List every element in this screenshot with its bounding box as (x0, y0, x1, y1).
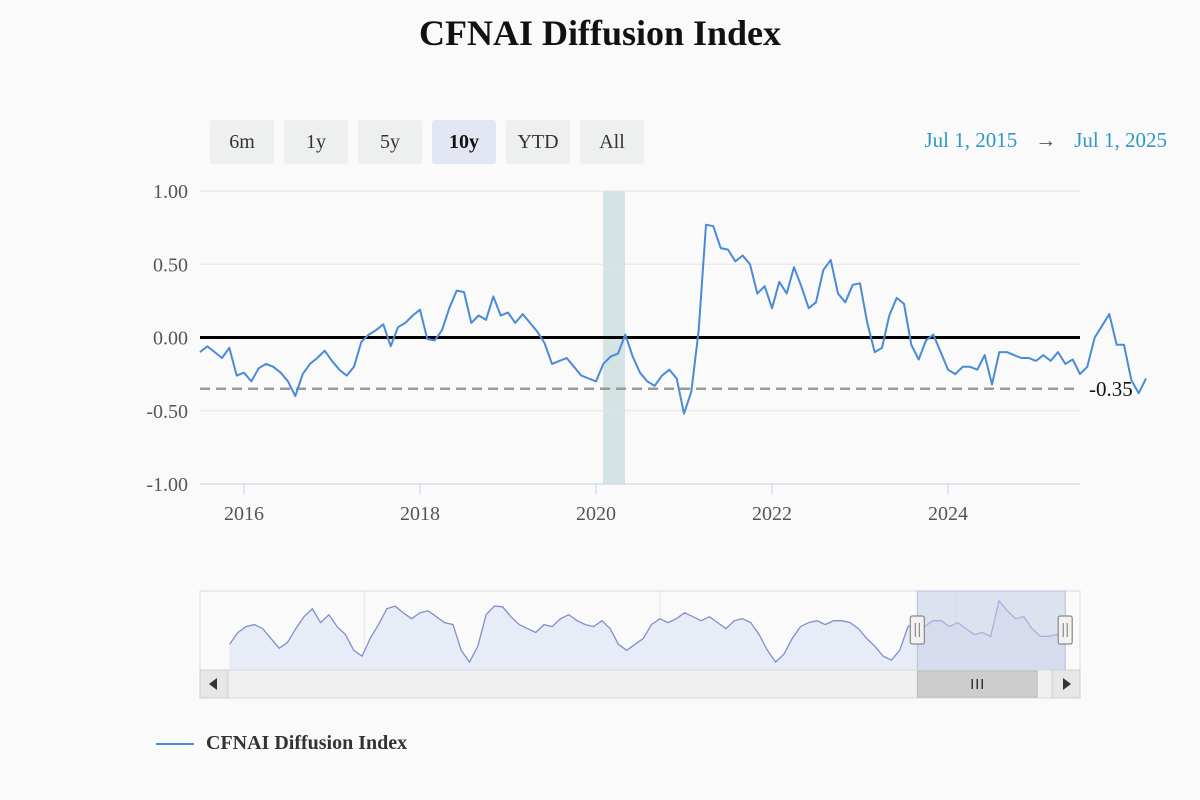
legend-line-swatch (156, 742, 194, 745)
x-tick-label: 2018 (400, 503, 440, 525)
chart-title: CFNAI Diffusion Index (418, 13, 782, 53)
legend-label: CFNAI Diffusion Index (206, 732, 408, 754)
navigator-handle-left[interactable] (909, 615, 925, 645)
date-to-input[interactable]: Jul 1, 2025 (1074, 128, 1167, 152)
date-range: Jul 1, 2015 → Jul 1, 2025 (924, 128, 1167, 153)
range-button-all[interactable]: All (580, 120, 644, 164)
legend-item[interactable]: CFNAI Diffusion Index (156, 732, 407, 755)
x-tick-label: 2024 (928, 503, 968, 525)
left-arrow-icon (209, 678, 217, 690)
navigator-selection[interactable] (916, 590, 1066, 671)
navigator-area (229, 600, 1066, 670)
x-tick-label: 2022 (752, 503, 792, 525)
range-selector: 6m 1y 5y 10y YTD All (210, 120, 654, 164)
date-from-input[interactable]: Jul 1, 2015 (924, 128, 1018, 152)
y-tick-label: -0.50 (146, 401, 188, 423)
range-button-10y[interactable]: 10y (432, 120, 496, 164)
date-arrow: → (1035, 128, 1057, 152)
x-tick-label: 2020 (576, 503, 616, 525)
range-button-5y[interactable]: 5y (358, 120, 422, 164)
navigator-handle-right[interactable] (1057, 615, 1073, 645)
x-tick-label: 2016 (224, 503, 264, 525)
series-line[interactable] (199, 223, 1147, 415)
range-button-ytd[interactable]: YTD (506, 120, 570, 164)
y-tick-label: 1.00 (153, 181, 188, 203)
range-button-6m[interactable]: 6m (210, 120, 274, 164)
right-arrow-icon (1063, 678, 1071, 690)
y-tick-label: 0.50 (153, 254, 188, 276)
reference-line-label: -0.35 (1089, 377, 1133, 401)
y-tick-label: -1.00 (146, 474, 188, 496)
range-button-1y[interactable]: 1y (284, 120, 348, 164)
y-tick-label: 0.00 (153, 328, 188, 350)
